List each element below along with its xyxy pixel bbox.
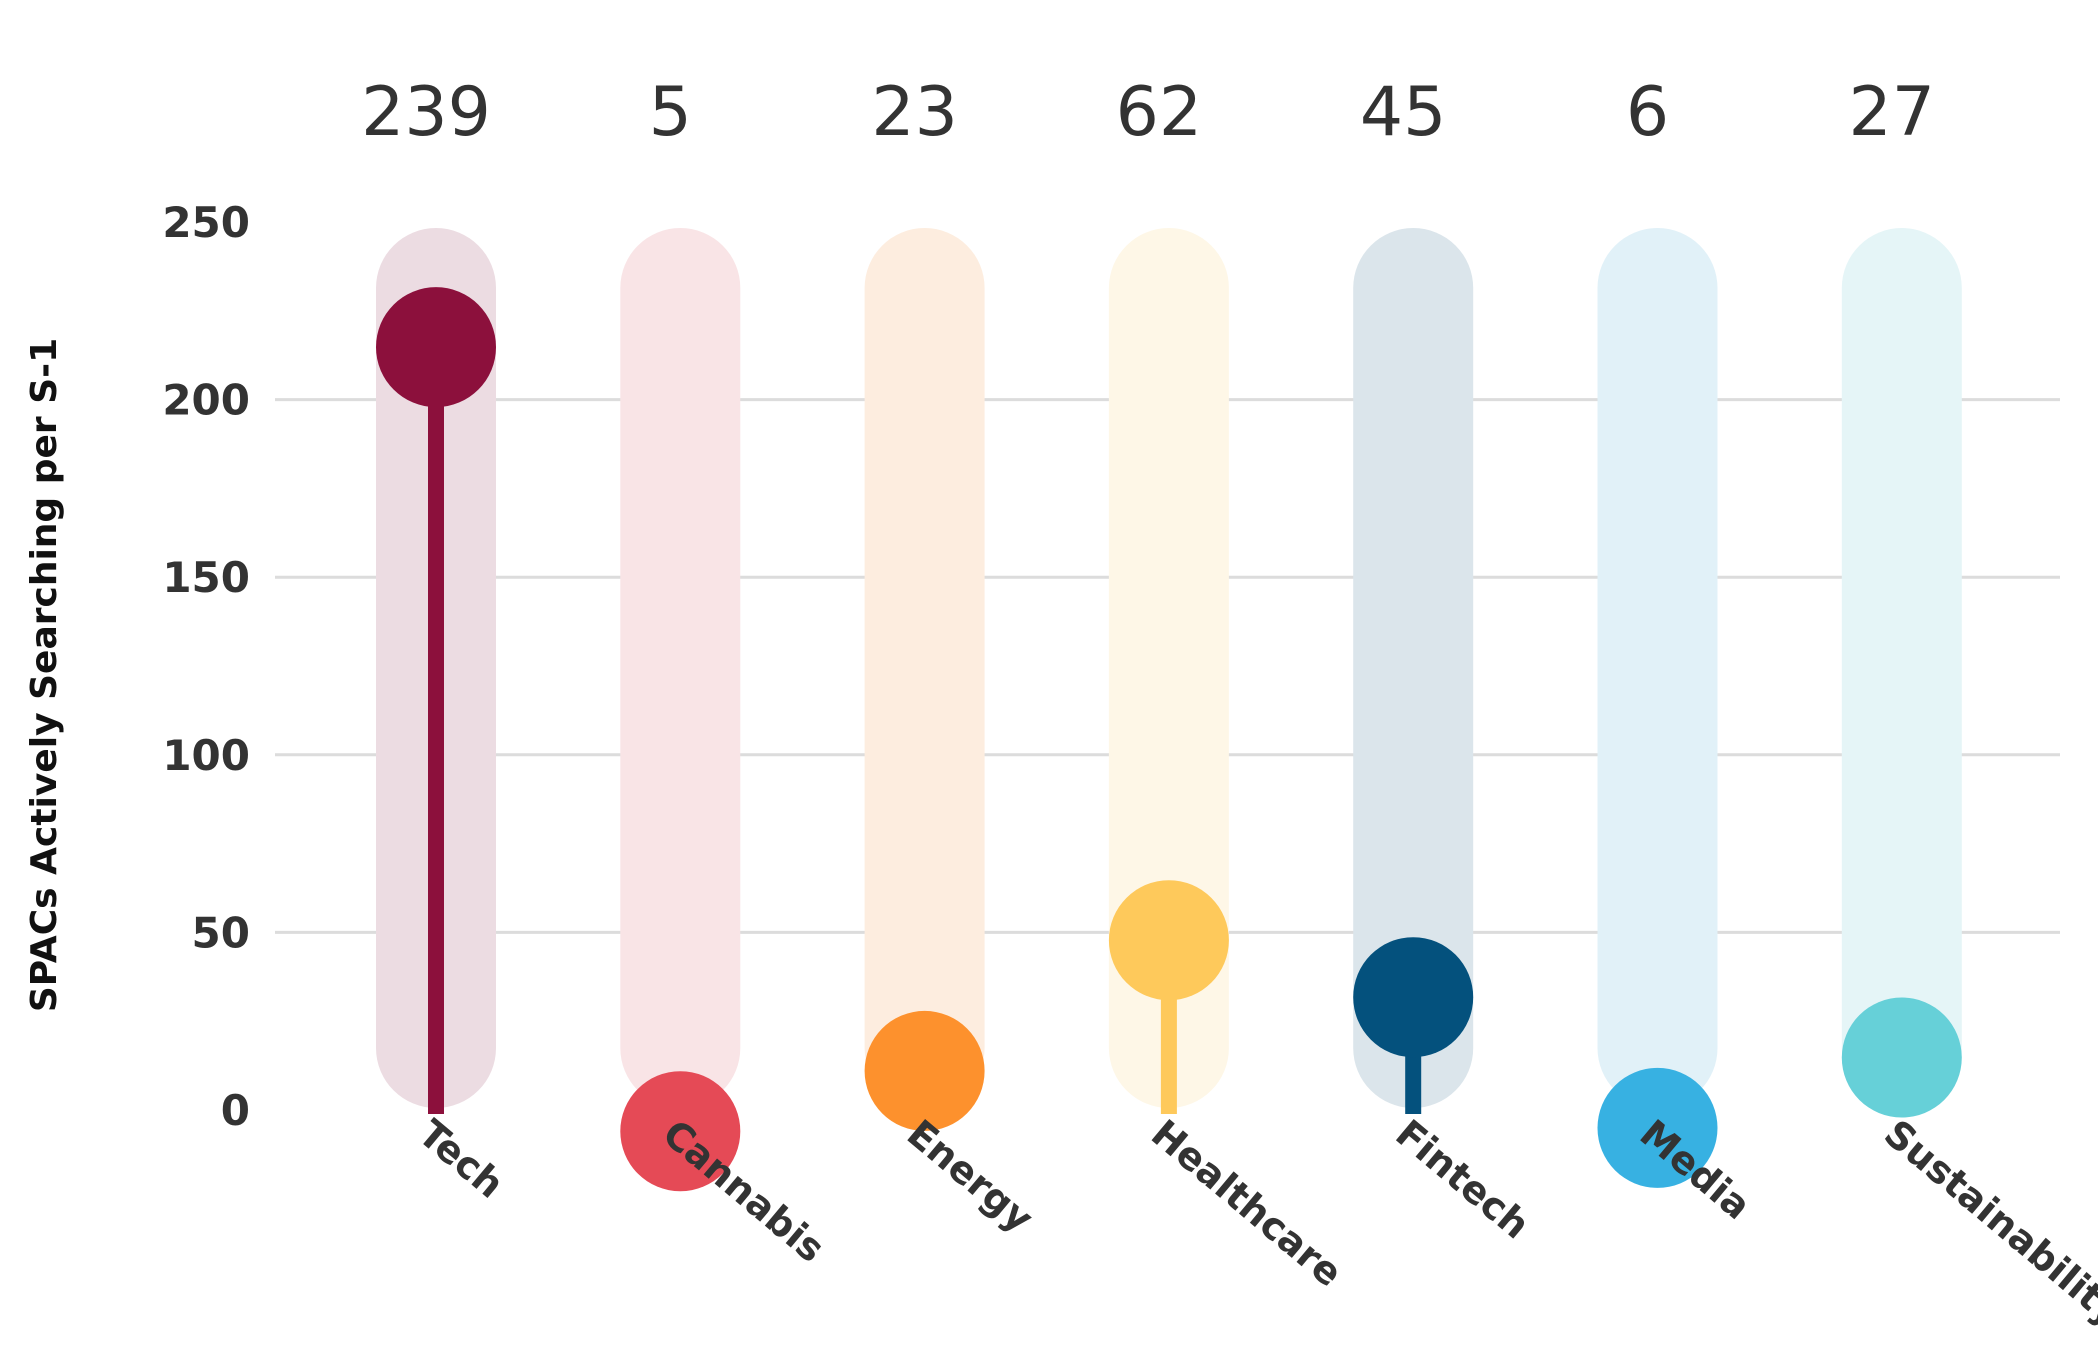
track-sustainability bbox=[1841, 228, 1962, 1108]
track-fintech bbox=[1353, 228, 1474, 1108]
track-energy bbox=[864, 228, 985, 1108]
track-layer bbox=[376, 228, 1962, 1108]
stem-tech bbox=[428, 347, 444, 1115]
y-tick-label-250: 250 bbox=[162, 198, 250, 247]
y-tick-label-50: 50 bbox=[192, 908, 250, 957]
lollipop-head-sustainability bbox=[1841, 997, 1962, 1118]
lollipop-head-tech bbox=[376, 287, 496, 408]
category-label-fintech: Fintech bbox=[1387, 1111, 1538, 1247]
value-label-energy: 23 bbox=[871, 73, 958, 152]
y-axis-title: SPACs Actively Searching per S-1 bbox=[24, 338, 65, 1012]
track-media bbox=[1597, 228, 1718, 1108]
track-cannabis bbox=[620, 228, 741, 1108]
value-label-tech: 239 bbox=[361, 73, 491, 152]
lollipop-head-media bbox=[1597, 1067, 1718, 1188]
value-label-healthcare: 62 bbox=[1116, 73, 1203, 152]
value-label-media: 6 bbox=[1626, 73, 1669, 152]
category-label-energy: Energy bbox=[899, 1111, 1042, 1241]
y-tick-label-100: 100 bbox=[162, 731, 250, 780]
lollipop-head-energy bbox=[864, 1010, 985, 1131]
lollipop-head-healthcare bbox=[1108, 880, 1229, 1001]
category-label-healthcare: Healthcare bbox=[1143, 1111, 1351, 1295]
value-label-fintech: 45 bbox=[1360, 73, 1447, 152]
lollipop-head-fintech bbox=[1353, 937, 1474, 1058]
track-healthcare bbox=[1108, 228, 1229, 1108]
y-tick-label-0: 0 bbox=[221, 1086, 250, 1135]
value-label-cannabis: 5 bbox=[649, 73, 692, 152]
y-tick-label-150: 150 bbox=[162, 553, 250, 602]
y-tick-label-200: 200 bbox=[162, 376, 250, 425]
mark-layer bbox=[376, 287, 1962, 1192]
category-label-sustainability: Sustainability bbox=[1876, 1111, 2098, 1335]
category-label-tech: Tech bbox=[410, 1111, 512, 1207]
value-label-sustainability: 27 bbox=[1849, 73, 1936, 152]
lollipop-head-cannabis bbox=[620, 1071, 741, 1192]
